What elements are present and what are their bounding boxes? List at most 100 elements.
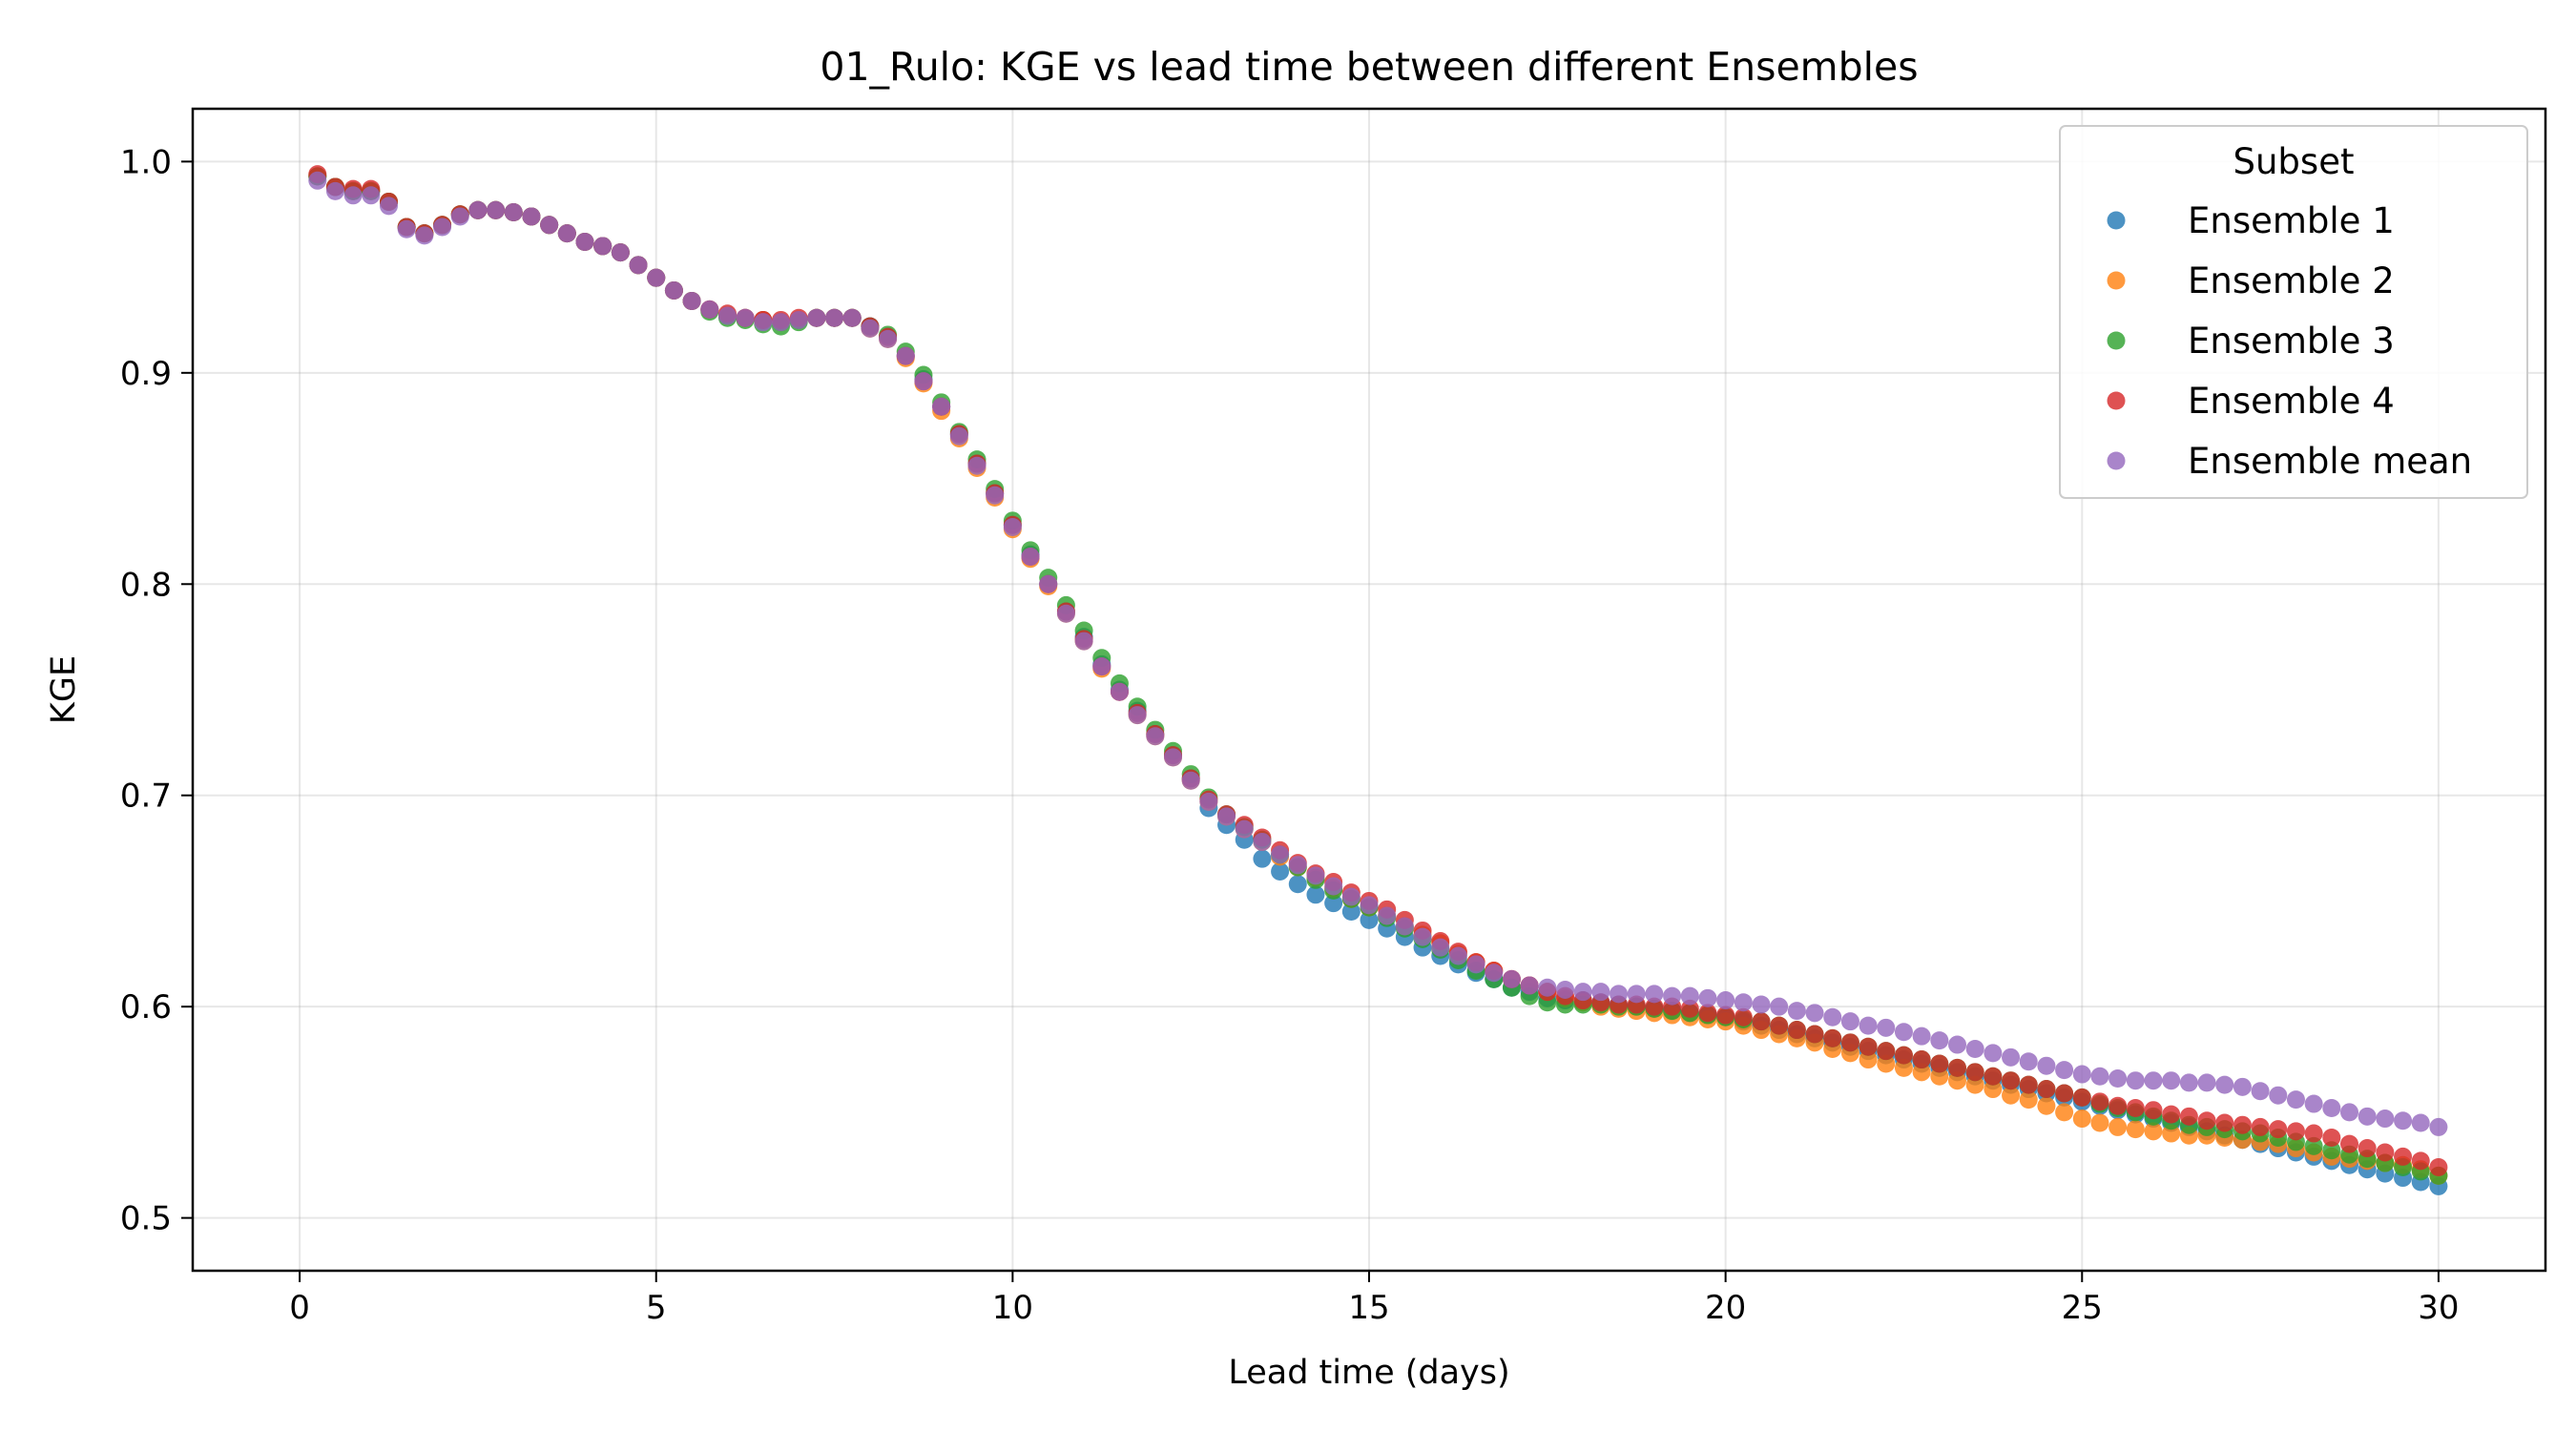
data-point <box>2144 1101 2163 1120</box>
data-point <box>415 226 434 245</box>
data-point <box>1984 1044 2003 1063</box>
data-point <box>1128 706 1147 725</box>
data-point <box>522 207 541 226</box>
data-point <box>1538 978 1557 997</box>
x-tick-label: 15 <box>1348 1289 1389 1327</box>
x-axis-label: Lead time (days) <box>1228 1354 1509 1392</box>
data-point <box>2126 1120 2145 1139</box>
data-point <box>825 308 844 327</box>
data-point <box>2304 1124 2323 1143</box>
legend-label: Ensemble mean <box>2188 441 2472 482</box>
data-point <box>807 308 826 327</box>
data-point <box>2233 1115 2252 1134</box>
data-point <box>1877 1042 1896 1061</box>
data-point <box>2322 1128 2341 1147</box>
data-point <box>1378 906 1397 925</box>
data-point <box>2179 1107 2198 1126</box>
data-point <box>2109 1117 2128 1136</box>
data-point <box>2144 1071 2163 1090</box>
data-point <box>1485 964 1504 983</box>
y-axis-ticks: 0.5 0.6 0.7 0.8 0.9 1.0 <box>120 143 193 1238</box>
data-point <box>2411 1151 2430 1171</box>
data-point <box>1431 938 1450 957</box>
data-point <box>1306 885 1325 904</box>
data-point <box>1288 875 1307 894</box>
data-point <box>1984 1067 2003 1086</box>
data-point <box>2197 1111 2216 1130</box>
data-point <box>1930 1054 1949 1073</box>
y-axis-label: KGE <box>45 655 83 724</box>
data-point <box>1253 832 1272 851</box>
data-point <box>1698 1004 1717 1023</box>
data-point <box>1894 1046 1913 1065</box>
data-point <box>2037 1080 2056 1099</box>
legend-marker <box>2107 271 2126 290</box>
data-point <box>789 310 808 329</box>
data-point <box>1556 980 1574 999</box>
data-point <box>1360 896 1379 915</box>
data-point <box>1859 1037 1878 1056</box>
data-point <box>682 292 701 311</box>
data-point <box>1645 985 1664 1004</box>
data-point <box>308 171 327 190</box>
data-point <box>1948 1058 1966 1077</box>
data-point <box>2072 1110 2091 1129</box>
data-point <box>2072 1088 2091 1107</box>
data-point <box>949 426 968 446</box>
data-point <box>736 308 755 327</box>
data-point <box>772 313 790 332</box>
data-point <box>2269 1086 2288 1105</box>
data-point <box>647 268 666 287</box>
data-point <box>380 197 398 216</box>
chart-title: 01_Rulo: KGE vs lead time between differ… <box>820 44 1918 90</box>
data-point <box>1288 856 1307 875</box>
data-point <box>1413 927 1432 946</box>
data-point <box>2322 1141 2341 1160</box>
data-point <box>2162 1105 2181 1124</box>
data-point <box>1716 1006 1735 1025</box>
data-point <box>1984 1080 2003 1099</box>
data-point <box>2055 1084 2074 1103</box>
data-point <box>986 486 1005 505</box>
data-point <box>1253 849 1272 868</box>
data-point <box>914 372 933 391</box>
data-point <box>1912 1063 1931 1082</box>
data-point <box>487 200 506 219</box>
data-point <box>1591 983 1610 1002</box>
data-point <box>1734 993 1753 1012</box>
legend-label: Ensemble 3 <box>2188 321 2395 362</box>
data-point <box>1823 1007 1842 1027</box>
data-point <box>504 203 523 222</box>
data-point <box>450 207 469 226</box>
data-point <box>2090 1113 2109 1132</box>
data-point <box>1787 1021 1806 1040</box>
data-point <box>2162 1124 2181 1143</box>
data-point <box>2269 1120 2288 1139</box>
data-point <box>397 219 416 238</box>
data-point <box>1948 1035 1966 1054</box>
legend-label: Ensemble 2 <box>2188 260 2395 301</box>
data-point <box>2055 1061 2074 1080</box>
data-point <box>1948 1071 1966 1090</box>
legend-marker <box>2107 391 2126 410</box>
legend-box <box>2059 125 2528 499</box>
data-point <box>1395 917 1414 936</box>
data-point <box>593 237 613 256</box>
data-point <box>1306 866 1325 885</box>
data-point <box>1271 845 1290 864</box>
data-point <box>1877 1018 1896 1037</box>
data-point <box>1734 1007 1753 1027</box>
data-point <box>362 186 381 205</box>
data-point <box>1663 986 1682 1006</box>
data-point <box>2340 1134 2358 1153</box>
data-point <box>1110 682 1129 701</box>
data-point <box>575 233 594 252</box>
data-point <box>2162 1071 2181 1090</box>
data-point <box>2037 1056 2056 1075</box>
data-point <box>2429 1117 2448 1136</box>
data-point <box>1680 999 1699 1018</box>
data-point <box>1003 517 1022 536</box>
data-point <box>2037 1096 2056 1115</box>
data-point <box>1680 986 1699 1006</box>
data-point <box>1341 902 1361 922</box>
